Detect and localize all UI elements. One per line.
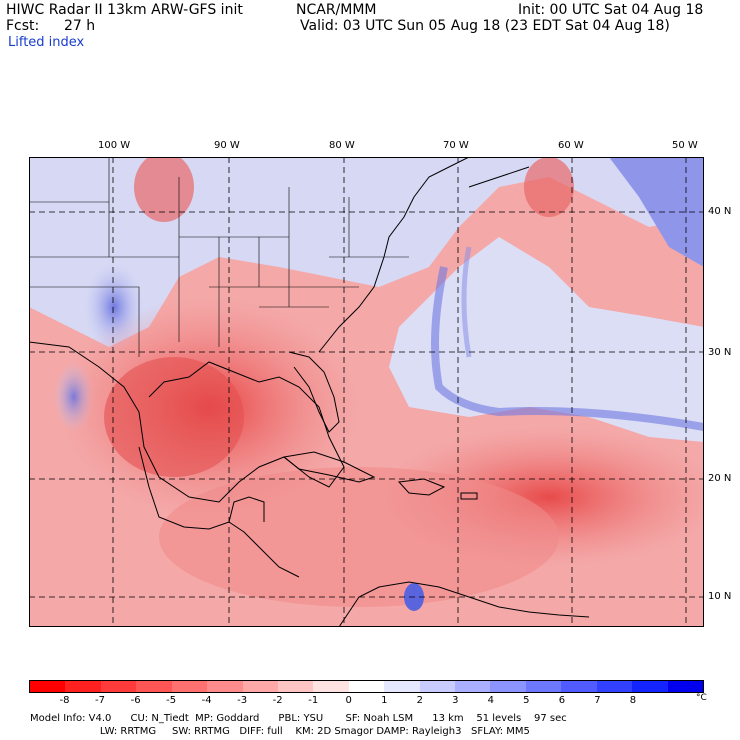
colorbar-segment [561, 681, 597, 692]
colorbar-tick-label: -3 [237, 695, 248, 706]
forecast-hour: 27 h [64, 18, 96, 34]
valid-time: Valid: 03 UTC Sun 05 Aug 18 (23 EDT Sat … [300, 18, 670, 34]
map-frame [29, 157, 704, 627]
field-name: Lifted index [8, 35, 85, 50]
colorbar-segment [171, 681, 208, 692]
colorbar-unit: °C [696, 693, 707, 703]
lat-label-20n: 20 N [708, 473, 732, 484]
coastlines [29, 157, 590, 627]
colorbar-segment [277, 681, 314, 692]
model-title: HIWC Radar II 13km ARW-GFS init [6, 2, 243, 18]
colorbar-tick-label: -4 [201, 695, 212, 706]
lon-label-100w: 100 W [98, 140, 131, 151]
hispaniola [397, 478, 446, 496]
colorbar-tick-label: -2 [272, 695, 283, 706]
colorbar-tick-label: -1 [308, 695, 319, 706]
colorbar-tick-label: 7 [594, 695, 601, 706]
colorbar-segment [65, 681, 101, 692]
stable-streak-2 [461, 246, 472, 358]
colorbar-tick-label: 4 [487, 695, 495, 706]
colorbar-segment [596, 681, 633, 692]
colorbar-tick-label: 3 [452, 695, 459, 706]
lon-label-70w: 70 W [443, 140, 469, 151]
forecast-label: Fcst: [6, 18, 40, 34]
colorbar-segment [100, 681, 137, 692]
colorbar-segment [207, 681, 243, 692]
south-america-coast [338, 581, 590, 627]
colorbar-tick-label: 1 [381, 695, 388, 706]
colorbar-segment [667, 681, 704, 692]
stable-streak [431, 266, 704, 431]
lon-label-90w: 90 W [214, 140, 240, 151]
colorbar-segment [136, 681, 172, 692]
colorbar-tick-label: 8 [629, 695, 637, 706]
mexico-coast [138, 446, 300, 578]
colorbar [29, 680, 704, 693]
init-time: Init: 00 UTC Sat 04 Aug 18 [518, 2, 704, 18]
lon-label-50w: 50 W [672, 140, 698, 151]
lon-label-60w: 60 W [558, 140, 584, 151]
lat-lon-grid [29, 157, 704, 627]
colorbar-segment [419, 681, 456, 692]
colorbar-segment [490, 681, 526, 692]
stable-band-atlantic [389, 237, 704, 442]
colorbar-segment [30, 681, 66, 692]
lifted-index-map [29, 157, 704, 627]
colorbar-segment [384, 681, 420, 692]
unstable-caribbean [159, 467, 559, 607]
unstable-texas [104, 357, 244, 477]
puerto-rico [460, 492, 478, 500]
colorbar-tick-label: 2 [416, 695, 423, 706]
nova-scotia [468, 166, 530, 188]
colorbar-tick-label: -5 [166, 695, 177, 706]
yucatan [228, 496, 265, 523]
florida [288, 351, 340, 433]
colorbar-tick-label: -8 [59, 695, 70, 706]
unstable-ne-atlantic [524, 157, 574, 217]
state-borders [29, 157, 409, 357]
lat-label-30n: 30 N [708, 347, 732, 358]
model-info-line2: LW: RRTMG SW: RRTMG DIFF: full KM: 2D Sm… [30, 726, 530, 737]
colorbar-tick-label: 5 [523, 695, 530, 706]
colorbar-tick-label: 0 [345, 695, 352, 706]
us-gulf-coast [29, 341, 345, 503]
colorbar-tick-label: -6 [130, 695, 141, 706]
lat-label-10n: 10 N [708, 591, 732, 602]
lat-label-40n: 40 N [708, 206, 732, 217]
stable-region-north [29, 157, 704, 347]
cuba [282, 451, 376, 483]
colorbar-tick-label: -7 [95, 695, 106, 706]
colorbar-tick-label: 6 [558, 695, 566, 706]
colorbar-segment [348, 681, 385, 692]
lon-label-80w: 80 W [329, 140, 355, 151]
model-info-line1: Model Info: V4.0 CU: N_Tiedt MP: Goddard… [30, 713, 567, 724]
colorbar-segment [455, 681, 491, 692]
org-label: NCAR/MMM [296, 2, 377, 18]
stable-region-ne [609, 157, 704, 267]
colorbar-segment [242, 681, 278, 692]
colorbar-segment [525, 681, 562, 692]
us-east-coast [318, 157, 470, 353]
colorbar-segment [313, 681, 349, 692]
colorbar-segment [632, 681, 668, 692]
